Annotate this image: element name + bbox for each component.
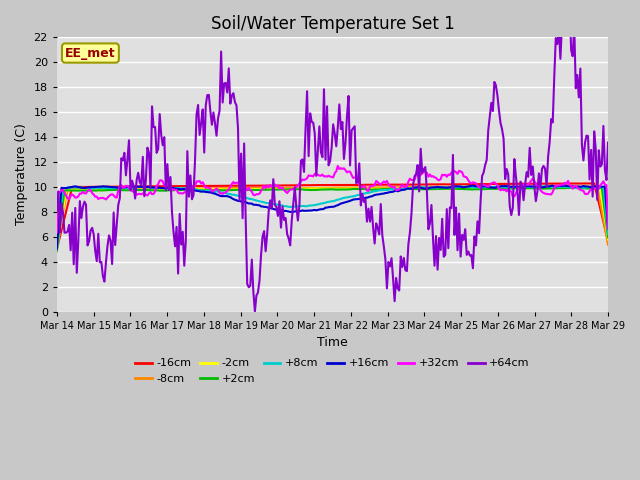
+8cm (604, 231, 612, 237)
Title: Soil/Water Temperature Set 1: Soil/Water Temperature Set 1 (211, 15, 454, 33)
+16cm (245, 201, 253, 206)
Line: +16cm: +16cm (57, 186, 608, 249)
+8cm (575, 185, 582, 191)
Line: -2cm: -2cm (57, 188, 608, 251)
Text: EE_met: EE_met (65, 47, 116, 60)
+32cm (120, 185, 128, 191)
-8cm (120, 186, 128, 192)
+64cm (296, 203, 303, 208)
-2cm (550, 185, 558, 191)
-8cm (236, 185, 243, 191)
+32cm (245, 185, 253, 191)
-16cm (217, 183, 225, 189)
+64cm (251, 309, 259, 314)
Line: +2cm: +2cm (57, 188, 608, 251)
+16cm (120, 184, 128, 190)
-2cm (217, 186, 225, 192)
-8cm (245, 185, 253, 191)
-2cm (604, 237, 612, 242)
+2cm (120, 187, 128, 193)
Legend: -16cm, -8cm, -2cm, +2cm, +8cm, +16cm, +32cm, +64cm: -16cm, -8cm, -2cm, +2cm, +8cm, +16cm, +3… (131, 354, 534, 388)
-16cm (604, 238, 612, 244)
Line: -16cm: -16cm (57, 183, 608, 249)
+2cm (53, 248, 61, 254)
+8cm (236, 193, 243, 199)
-16cm (236, 183, 243, 189)
+32cm (334, 163, 342, 169)
+16cm (53, 246, 61, 252)
+2cm (575, 185, 582, 191)
+8cm (294, 204, 301, 209)
-8cm (294, 185, 301, 191)
+32cm (53, 229, 61, 235)
+16cm (294, 208, 301, 214)
Line: +32cm: +32cm (57, 166, 608, 232)
Line: +8cm: +8cm (57, 186, 608, 250)
-2cm (120, 187, 128, 192)
+64cm (120, 150, 128, 156)
+16cm (217, 193, 225, 199)
-8cm (604, 242, 612, 248)
+64cm (604, 140, 612, 145)
-2cm (294, 186, 301, 192)
-8cm (53, 243, 61, 249)
Y-axis label: Temperature (C): Temperature (C) (15, 123, 28, 226)
+64cm (577, 66, 584, 72)
-16cm (590, 180, 598, 186)
+64cm (236, 198, 243, 204)
+32cm (604, 226, 612, 232)
+16cm (236, 198, 243, 204)
Line: +64cm: +64cm (57, 0, 608, 312)
+2cm (567, 185, 575, 191)
-16cm (245, 183, 253, 189)
X-axis label: Time: Time (317, 336, 348, 349)
Line: -8cm: -8cm (57, 186, 608, 246)
-2cm (236, 186, 243, 192)
+8cm (53, 247, 61, 253)
+2cm (236, 187, 243, 192)
-8cm (217, 185, 225, 191)
-16cm (53, 246, 61, 252)
+8cm (541, 183, 549, 189)
+8cm (217, 190, 225, 195)
-8cm (573, 184, 581, 190)
+16cm (604, 225, 612, 231)
+64cm (53, 209, 61, 215)
+2cm (604, 235, 612, 240)
+32cm (294, 182, 301, 188)
-16cm (294, 182, 301, 188)
+8cm (245, 196, 253, 202)
+16cm (469, 183, 477, 189)
-2cm (53, 248, 61, 254)
+32cm (236, 182, 243, 188)
+2cm (245, 187, 253, 193)
+64cm (245, 284, 253, 290)
+32cm (217, 191, 225, 196)
-16cm (120, 184, 128, 190)
-2cm (245, 186, 253, 192)
+32cm (575, 186, 582, 192)
+2cm (217, 187, 225, 193)
-2cm (575, 185, 582, 191)
-16cm (573, 180, 581, 186)
-8cm (593, 183, 601, 189)
+16cm (575, 184, 582, 190)
+2cm (294, 186, 301, 192)
+8cm (120, 185, 128, 191)
+64cm (217, 48, 225, 54)
